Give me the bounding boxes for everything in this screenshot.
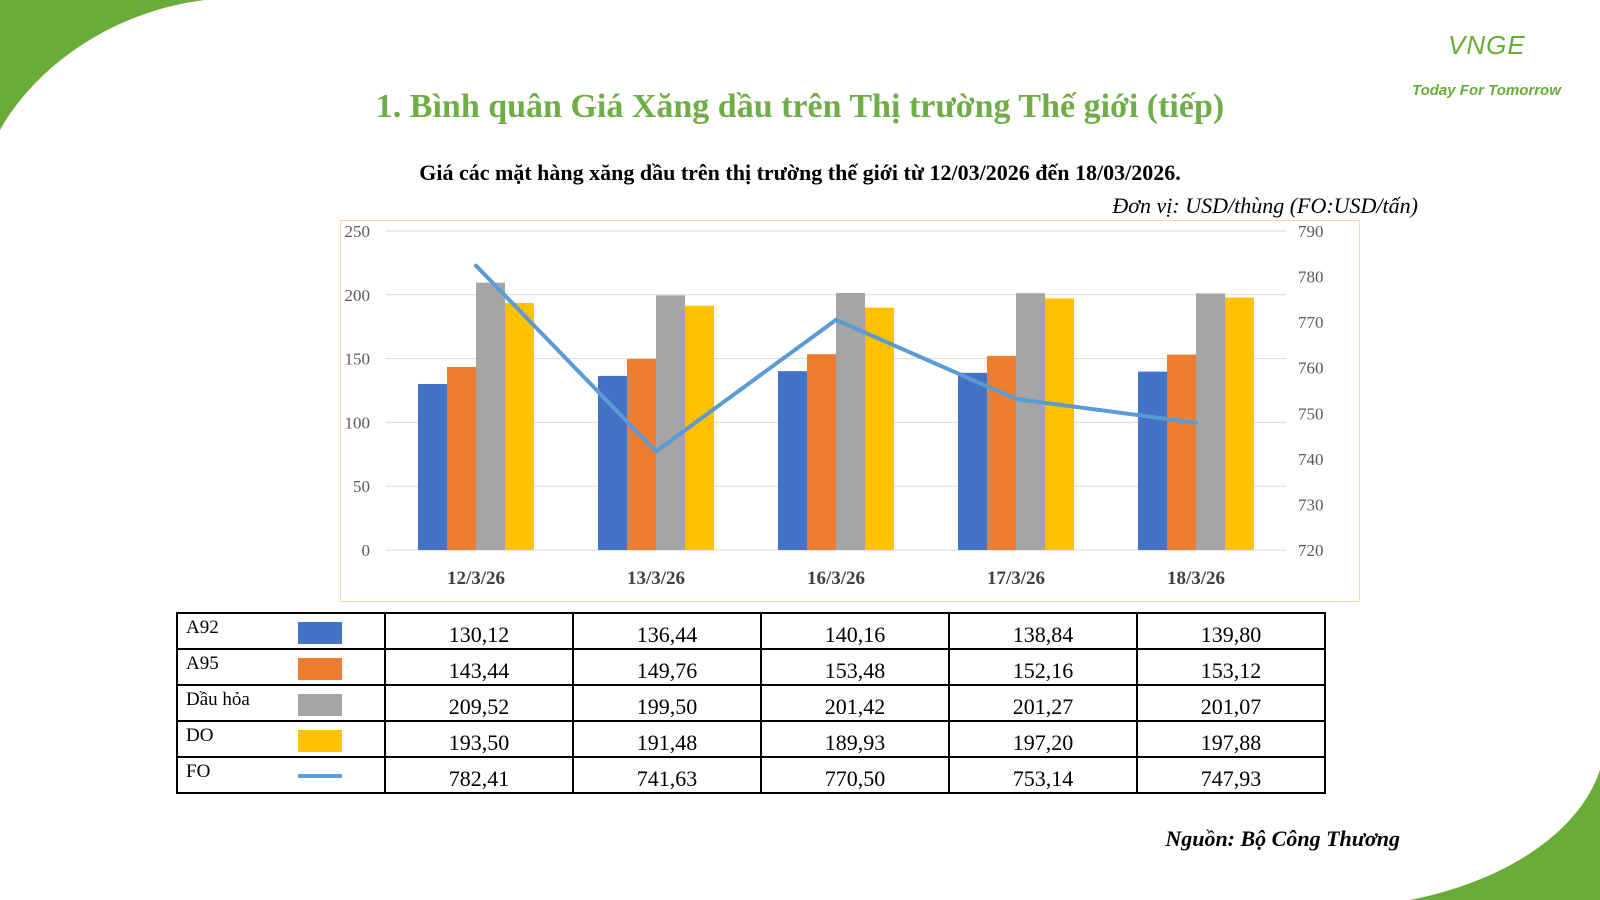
series-name: FO bbox=[186, 761, 211, 782]
logo-tagline: Today For Tomorrow bbox=[1412, 82, 1561, 99]
y-left-tick-label: 100 bbox=[345, 413, 371, 432]
y-left-tick-label: 50 bbox=[353, 477, 370, 496]
table-cell: 770,50 bbox=[760, 756, 950, 794]
bar bbox=[1138, 371, 1167, 550]
table-cell: 143,44 bbox=[384, 648, 574, 686]
bar bbox=[1016, 293, 1045, 550]
y-left-tick-label: 150 bbox=[345, 350, 371, 369]
table-cell: 153,48 bbox=[760, 648, 950, 686]
bar bbox=[418, 383, 447, 550]
x-tick-label: 18/3/26 bbox=[1167, 568, 1225, 589]
corner-decoration-top-left bbox=[0, 0, 205, 130]
legend-swatch bbox=[298, 694, 342, 716]
bar bbox=[958, 372, 987, 550]
x-tick-label: 17/3/26 bbox=[987, 568, 1045, 589]
table-cell: 753,14 bbox=[948, 756, 1138, 794]
corner-decoration-bottom-right bbox=[1410, 770, 1600, 900]
table-cell: 201,07 bbox=[1136, 684, 1326, 722]
table-cell: 191,48 bbox=[572, 720, 762, 758]
bar bbox=[656, 295, 685, 550]
table-cell: 189,93 bbox=[760, 720, 950, 758]
bar bbox=[627, 358, 656, 550]
y-right-tick-label: 790 bbox=[1298, 222, 1324, 241]
bar bbox=[476, 282, 505, 550]
unit-label: Đơn vị: USD/thùng (FO:USD/tấn) bbox=[1112, 193, 1418, 218]
table-cell: 136,44 bbox=[572, 612, 762, 650]
bar bbox=[1045, 298, 1074, 550]
y-left-tick-label: 250 bbox=[345, 222, 371, 241]
series-name: A95 bbox=[186, 653, 219, 674]
line-point bbox=[654, 449, 658, 454]
table-cell: 782,41 bbox=[384, 756, 574, 794]
combo-chart: 0 50 100 150 200 250 720 730 740 750 760 770 780 790 1… bbox=[345, 222, 1324, 589]
bar bbox=[1196, 293, 1225, 550]
y-left-tick-label: 200 bbox=[345, 286, 371, 305]
table-cell: 741,63 bbox=[572, 756, 762, 794]
table-cell: 201,27 bbox=[948, 684, 1138, 722]
table-cell: 199,50 bbox=[572, 684, 762, 722]
bar bbox=[836, 292, 865, 550]
table-cell: 140,16 bbox=[760, 612, 950, 650]
table-cell: 193,50 bbox=[384, 720, 574, 758]
x-tick-label: 12/3/26 bbox=[447, 568, 505, 589]
source-note: Nguồn: Bộ Công Thương bbox=[1165, 826, 1400, 851]
table-cell: 130,12 bbox=[384, 612, 574, 650]
legend-swatch bbox=[298, 730, 342, 752]
line-point bbox=[1014, 396, 1018, 401]
series-name: Dầu hỏa bbox=[186, 689, 250, 710]
table-row: A92 130,12 136,44 140,16 138,84 139,80 bbox=[176, 612, 1326, 650]
y-right-tick-label: 720 bbox=[1298, 541, 1324, 560]
table-cell: 209,52 bbox=[384, 684, 574, 722]
series-legend-cell: DO bbox=[176, 720, 386, 758]
table-row: Dầu hỏa 209,52 199,50 201,42 201,27 201,07 bbox=[176, 684, 1326, 722]
bar bbox=[1167, 354, 1196, 550]
table-row: DO 193,50 191,48 189,93 197,20 197,88 bbox=[176, 720, 1326, 758]
table-cell: 747,93 bbox=[1136, 756, 1326, 794]
x-tick-label: 16/3/26 bbox=[807, 568, 865, 589]
table-cell: 149,76 bbox=[572, 648, 762, 686]
line-point bbox=[474, 263, 478, 268]
logo-mark: VNGE bbox=[1448, 30, 1526, 60]
bar bbox=[778, 371, 807, 550]
table-cell: 152,16 bbox=[948, 648, 1138, 686]
legend-swatch bbox=[298, 622, 342, 644]
line-point bbox=[834, 317, 838, 322]
chart-frame: 0 50 100 150 200 250 720 730 740 750 760 770 780 790 1… bbox=[340, 220, 1360, 602]
y-right-tick-label: 760 bbox=[1298, 359, 1324, 378]
table-cell: 138,84 bbox=[948, 612, 1138, 650]
bar bbox=[987, 355, 1016, 550]
bar bbox=[865, 307, 894, 550]
y-right-tick-label: 730 bbox=[1298, 495, 1324, 514]
x-tick-label: 13/3/26 bbox=[627, 568, 685, 589]
y-right-tick-label: 780 bbox=[1298, 268, 1324, 287]
y-left-tick-label: 0 bbox=[362, 541, 371, 560]
legend-swatch bbox=[298, 658, 342, 680]
legend-swatch bbox=[298, 774, 342, 778]
table-row: FO 782,41 741,63 770,50 753,14 747,93 bbox=[176, 756, 1326, 794]
table-row: A95 143,44 149,76 153,48 152,16 153,12 bbox=[176, 648, 1326, 686]
table-cell: 197,88 bbox=[1136, 720, 1326, 758]
line-point bbox=[1194, 420, 1198, 425]
y-right-tick-label: 770 bbox=[1298, 313, 1324, 332]
y-right-tick-label: 750 bbox=[1298, 404, 1324, 423]
series-legend-cell: A95 bbox=[176, 648, 386, 686]
bar bbox=[807, 354, 836, 550]
data-table: A92 130,12 136,44 140,16 138,84 139,80 A95 143,… bbox=[176, 612, 1326, 794]
series-legend-cell: Dầu hỏa bbox=[176, 684, 386, 722]
bar bbox=[598, 375, 627, 550]
table-cell: 153,12 bbox=[1136, 648, 1326, 686]
page-title: 1. Bình quân Giá Xăng dầu trên Thị trườn… bbox=[375, 88, 1225, 125]
table-cell: 139,80 bbox=[1136, 612, 1326, 650]
chart-subtitle: Giá các mặt hàng xăng dầu trên thị trườn… bbox=[419, 160, 1181, 185]
table-cell: 197,20 bbox=[948, 720, 1138, 758]
bar bbox=[505, 303, 534, 550]
series-name: A92 bbox=[186, 617, 219, 638]
series-legend-cell: A92 bbox=[176, 612, 386, 650]
bar bbox=[1225, 297, 1254, 550]
series-legend-cell: FO bbox=[176, 756, 386, 794]
table-cell: 201,42 bbox=[760, 684, 950, 722]
bar bbox=[447, 366, 476, 550]
y-right-tick-label: 740 bbox=[1298, 450, 1324, 469]
series-name: DO bbox=[186, 725, 214, 746]
